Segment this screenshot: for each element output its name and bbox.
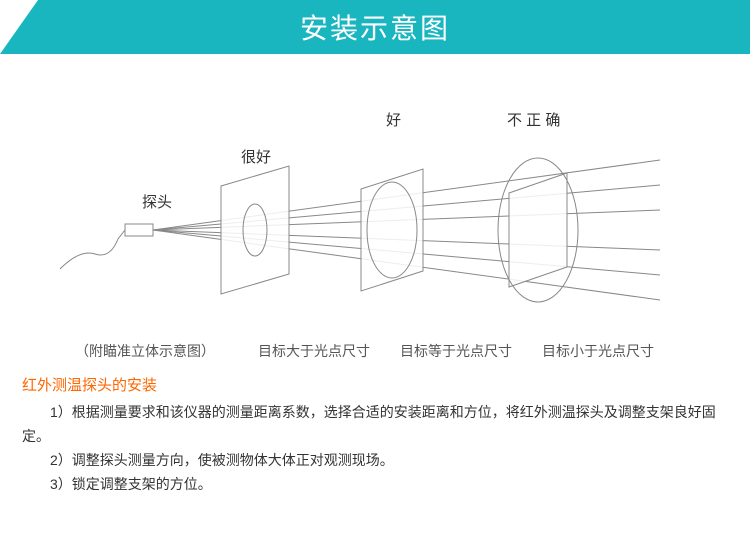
diagram-svg (0, 54, 750, 374)
instruction-line-2: 2）调整探头测量方向，使被测物体大体正对观测现场。 (22, 448, 728, 472)
header-accent-triangle (0, 0, 38, 54)
installation-diagram: 探头 很好 好 不 正 确 （附瞄准立体示意图） 目标大于光点尺寸 目标等于光点… (0, 54, 750, 374)
label-probe: 探头 (142, 191, 172, 212)
label-very-good: 很好 (241, 146, 271, 167)
instructions-block: 红外测温探头的安装 1）根据测量要求和该仪器的测量距离系数，选择合适的安装距离和… (0, 374, 750, 496)
label-incorrect: 不 正 确 (507, 109, 560, 130)
instruction-line-3: 3）锁定调整支架的方位。 (22, 472, 728, 496)
instruction-line-1: 1）根据测量要求和该仪器的测量距离系数，选择合适的安装距离和方位，将红外测温探头… (22, 400, 728, 448)
label-target-equal: 目标等于光点尺寸 (400, 341, 512, 361)
instructions-subtitle: 红外测温探头的安装 (22, 374, 728, 398)
label-aiming-3d: （附瞄准立体示意图） (75, 341, 215, 361)
header-title: 安装示意图 (300, 7, 450, 47)
header-banner: 安装示意图 (0, 0, 750, 54)
label-target-larger: 目标大于光点尺寸 (258, 341, 370, 361)
label-target-smaller: 目标小于光点尺寸 (542, 341, 654, 361)
label-good: 好 (386, 109, 401, 130)
